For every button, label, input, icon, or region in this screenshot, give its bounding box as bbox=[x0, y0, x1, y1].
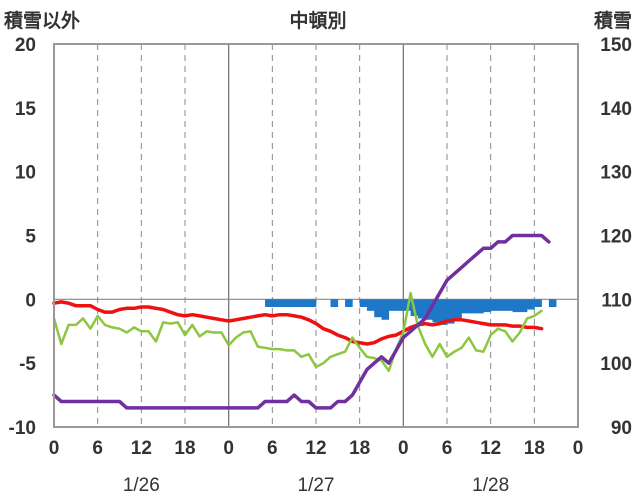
bar bbox=[454, 299, 462, 322]
x-tick: 0 bbox=[573, 438, 584, 459]
right-y-ticks: 150 140 130 120 110 100 90 bbox=[600, 35, 632, 439]
x-tick: 18 bbox=[524, 438, 545, 459]
y-tick-right: 100 bbox=[600, 354, 632, 375]
bar bbox=[417, 299, 426, 319]
bar bbox=[534, 299, 542, 307]
bar bbox=[483, 299, 491, 313]
y-tick-left: -5 bbox=[19, 354, 36, 375]
x-tick: 6 bbox=[442, 438, 453, 459]
y-tick-right: 140 bbox=[600, 99, 632, 120]
date-label: 1/28 bbox=[472, 475, 509, 496]
series-line-snow_depth bbox=[52, 233, 551, 410]
bar bbox=[497, 299, 506, 311]
grid bbox=[54, 44, 578, 427]
bar bbox=[447, 299, 455, 324]
series-lines bbox=[52, 233, 551, 410]
bar bbox=[366, 299, 375, 311]
bar bbox=[505, 299, 513, 311]
x-tick: 0 bbox=[49, 438, 60, 459]
bar bbox=[345, 299, 353, 307]
bar bbox=[476, 299, 484, 314]
y-tick-right: 90 bbox=[611, 418, 632, 439]
series-line-green_series bbox=[52, 291, 543, 373]
y-tick-left: 20 bbox=[15, 35, 36, 56]
bar bbox=[461, 299, 470, 314]
y-tick-right: 120 bbox=[600, 227, 632, 248]
x-tick: 18 bbox=[349, 438, 370, 459]
y-tick-left: 10 bbox=[15, 163, 36, 184]
x-tick: 12 bbox=[131, 438, 152, 459]
bar bbox=[381, 299, 390, 320]
y-tick-left: 0 bbox=[25, 290, 36, 311]
date-label: 1/26 bbox=[123, 475, 160, 496]
x-tick: 6 bbox=[267, 438, 278, 459]
date-labels: 1/26 1/27 1/28 bbox=[123, 475, 509, 496]
bar bbox=[359, 299, 368, 307]
chart-title: 中頓別 bbox=[289, 9, 346, 32]
x-tick: 0 bbox=[398, 438, 409, 459]
left-y-ticks: 20 15 10 5 0 -5 -10 bbox=[9, 35, 37, 439]
right-axis-label: 積雪 bbox=[594, 9, 632, 32]
bar bbox=[468, 299, 477, 314]
bar bbox=[388, 299, 397, 311]
bar bbox=[439, 299, 448, 325]
y-tick-left: 15 bbox=[15, 99, 37, 120]
bar bbox=[301, 299, 310, 307]
x-tick: 12 bbox=[480, 438, 501, 459]
bar bbox=[374, 299, 382, 318]
x-tick: 6 bbox=[92, 438, 103, 459]
plot-frame bbox=[53, 43, 579, 428]
bar bbox=[330, 299, 339, 307]
bar bbox=[308, 299, 317, 307]
bar bbox=[527, 299, 535, 310]
bar bbox=[396, 299, 404, 311]
bar bbox=[286, 299, 295, 307]
x-ticks: 0 6 12 18 0 6 12 18 0 6 12 18 0 bbox=[49, 438, 584, 459]
bar bbox=[432, 299, 441, 323]
left-axis-label: 積雪以外 bbox=[4, 9, 80, 32]
series-line-temperature bbox=[52, 300, 544, 346]
x-tick: 0 bbox=[223, 438, 234, 459]
y-tick-left: -10 bbox=[9, 418, 36, 439]
bar bbox=[512, 299, 521, 313]
bar bbox=[490, 299, 499, 311]
date-label: 1/27 bbox=[298, 475, 335, 496]
bar bbox=[548, 299, 557, 307]
y-tick-left: 5 bbox=[25, 227, 36, 248]
bar bbox=[272, 299, 280, 307]
bar bbox=[265, 299, 273, 307]
y-tick-right: 150 bbox=[600, 35, 632, 56]
y-tick-right: 130 bbox=[600, 163, 632, 184]
bar bbox=[519, 299, 528, 313]
y-tick-right: 110 bbox=[601, 290, 632, 311]
bar bbox=[279, 299, 288, 307]
x-tick: 12 bbox=[305, 438, 326, 459]
bar bbox=[294, 299, 302, 307]
snowfall-bars bbox=[265, 299, 557, 325]
x-tick: 18 bbox=[174, 438, 195, 459]
